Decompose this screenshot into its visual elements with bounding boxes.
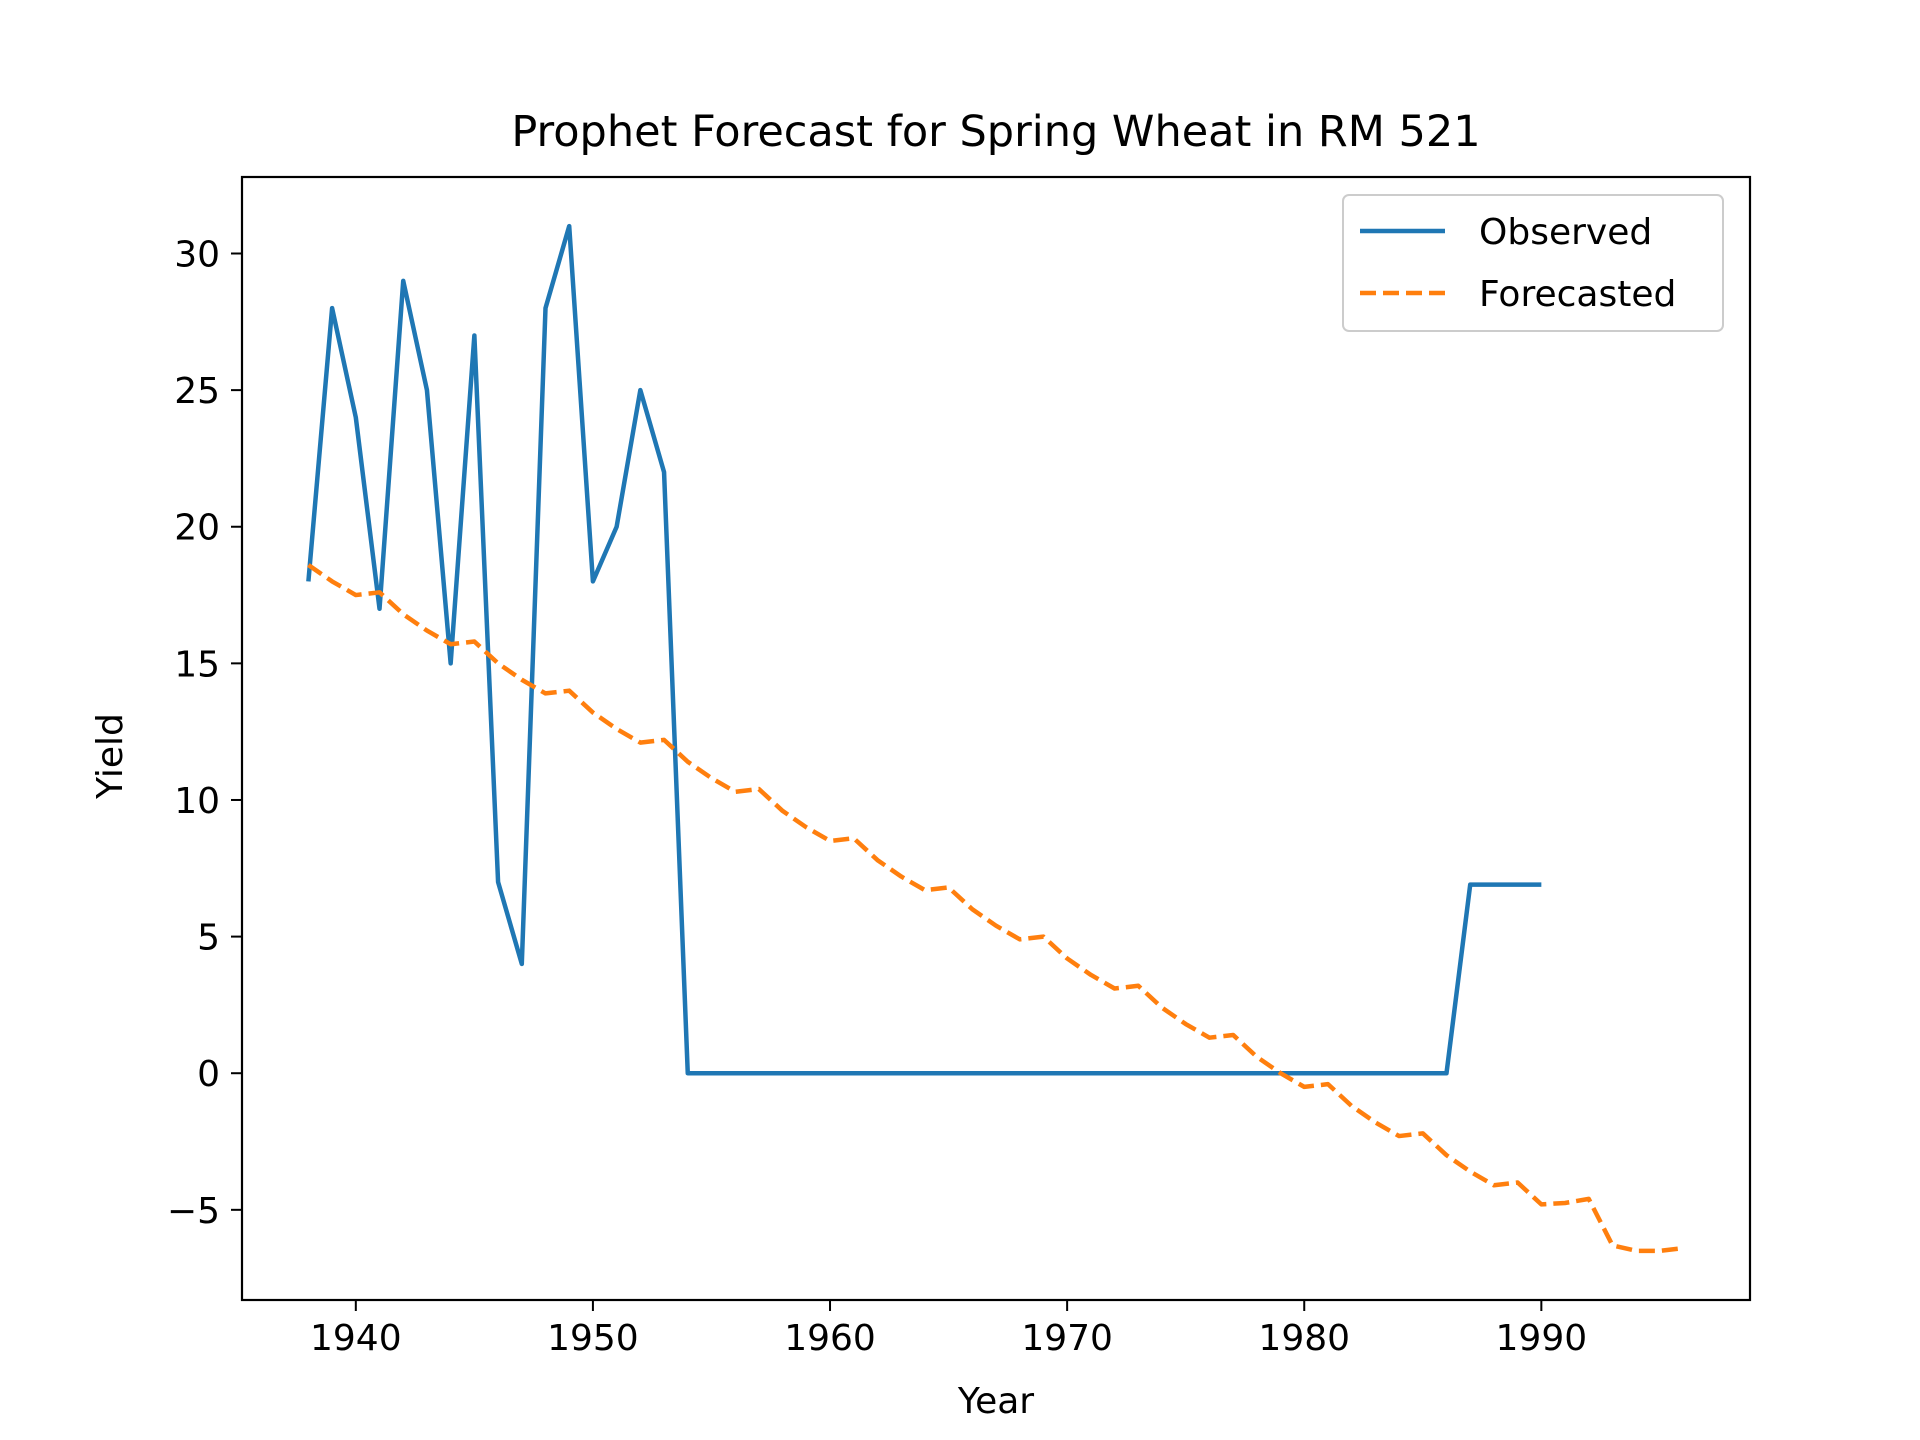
x-axis-label: Year: [957, 1381, 1034, 1422]
y-axis-label: Yield: [90, 713, 131, 800]
x-tick-label: 1970: [1021, 1318, 1113, 1359]
y-tick-label: −5: [167, 1191, 220, 1232]
y-tick-label: 30: [174, 235, 220, 276]
series-layer: [306, 223, 1684, 1254]
series-line-forecasted: [307, 563, 1684, 1254]
x-tick-label: 1950: [547, 1318, 639, 1359]
axes-layer: 1940 1950 1960 1970 1980 1990 −5 0 5 10 15 20 25 30: [167, 175, 1752, 1359]
legend-label-observed: Observed: [1479, 212, 1652, 253]
chart-title: Prophet Forecast for Spring Wheat in RM …: [511, 107, 1480, 157]
y-tick-label: 15: [174, 644, 220, 685]
y-tick-label: 20: [174, 508, 220, 549]
y-tick-label: 10: [174, 781, 220, 822]
y-tick-label: 0: [197, 1054, 220, 1095]
y-tick-label: 25: [174, 371, 220, 412]
y-tick-label: 5: [197, 918, 220, 959]
x-tick-label: 1940: [310, 1318, 402, 1359]
x-tick-label: 1990: [1496, 1318, 1588, 1359]
series-line-observed: [306, 223, 1542, 1076]
x-tick-label: 1980: [1258, 1318, 1350, 1359]
x-tick-label: 1960: [784, 1318, 876, 1359]
axes-frame: [240, 175, 1752, 1302]
legend: Observed Forecasted: [1342, 194, 1724, 332]
legend-label-forecasted: Forecasted: [1479, 274, 1676, 315]
